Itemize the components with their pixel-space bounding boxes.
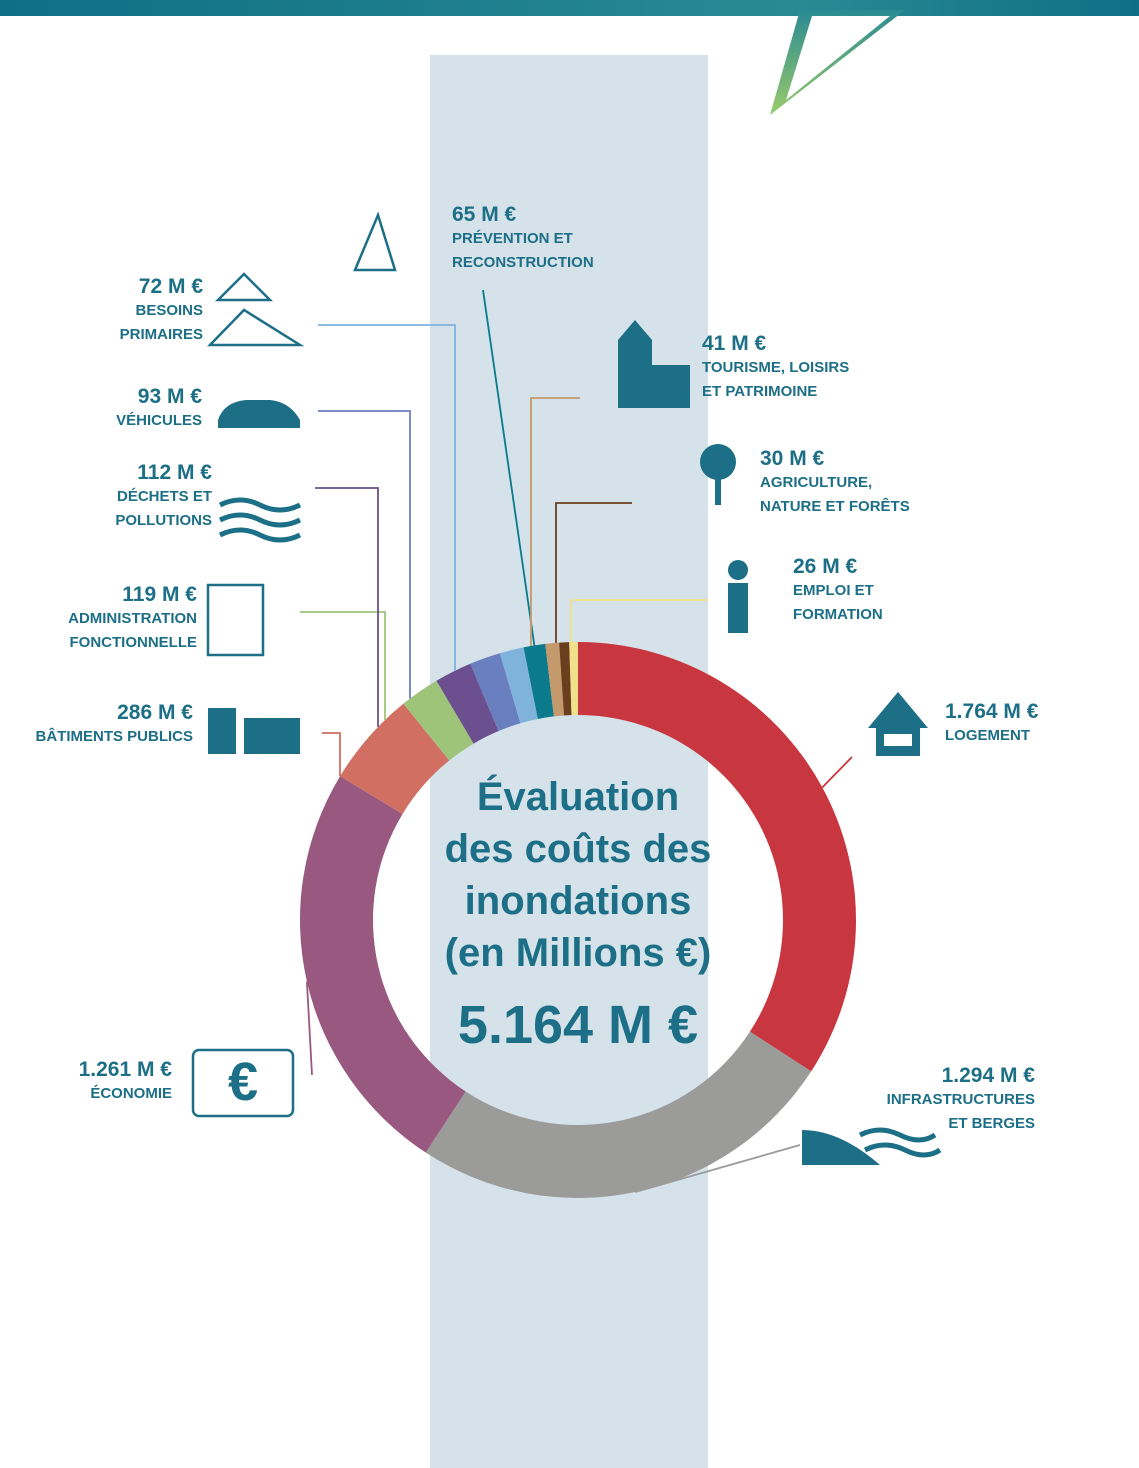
donut-segment (545, 642, 565, 717)
category-label: BÂTIMENTS PUBLICS (36, 727, 194, 745)
leader-line (821, 756, 853, 788)
leader-line (318, 410, 411, 699)
worker-body (728, 583, 748, 633)
donut-segment (436, 663, 499, 744)
header-notch (770, 10, 905, 115)
value-label: 1.764 M € (945, 700, 1039, 723)
leader-line (315, 487, 379, 727)
house-window (884, 734, 912, 746)
background-band (430, 55, 708, 1468)
value-label: 72 M € (139, 275, 204, 298)
value-label: 112 M € (137, 461, 212, 484)
category-label: EMPLOI ET FORMATION (793, 582, 883, 623)
chart-title: Évaluation des coûts des inondations (en Mi… (445, 774, 712, 975)
value-label: 65 M € (452, 203, 517, 226)
header-band (0, 0, 1139, 16)
euro-icon: € (228, 1052, 258, 1112)
category-label: ÉCONOMIE (90, 1085, 172, 1102)
donut-segment (300, 776, 466, 1153)
category-label: INFRASTRUCTURES ET BERGES (887, 1091, 1035, 1132)
leader-line (482, 289, 536, 646)
donut-segment (403, 680, 474, 761)
leader-line (300, 611, 386, 720)
category-label: TOURISME, LOISIRS ET PATRIMOINE (702, 359, 849, 400)
building-icon (208, 708, 300, 754)
church-icon (618, 320, 690, 408)
donut-segment (559, 642, 572, 716)
value-label: 286 M € (117, 701, 193, 724)
value-label: 119 M € (122, 583, 197, 606)
category-label: VÉHICULES (116, 412, 202, 429)
house-icon (868, 692, 928, 756)
donut-segment (340, 703, 450, 814)
donut-segment (425, 1031, 812, 1199)
euro-box (191, 1048, 295, 1118)
value-label: 1.294 M € (942, 1064, 1036, 1087)
worker-icon (728, 560, 748, 580)
leader-line (322, 732, 341, 777)
river-icon (858, 1127, 942, 1158)
leader-line (635, 1144, 801, 1193)
value-label: 26 M € (793, 555, 858, 578)
value-label: 1.261 M € (79, 1058, 173, 1081)
donut-segment (470, 653, 521, 732)
leader-line (318, 324, 456, 671)
category-label: PRÉVENTION ET RECONSTRUCTION (452, 230, 594, 271)
donut-segment (578, 642, 856, 1072)
total-label: 5.164 M € (458, 995, 698, 1055)
car-icon (218, 400, 300, 428)
document-icon (206, 583, 265, 657)
icons (191, 211, 942, 1165)
waves-icon (218, 497, 302, 543)
value-label: 30 M € (760, 447, 825, 470)
leader-line (555, 502, 632, 643)
header-notch-inner (786, 16, 890, 100)
value-label: 93 M € (138, 385, 203, 408)
leader-line (570, 599, 708, 643)
category-label: DÉCHETS ET POLLUTIONS (115, 488, 212, 529)
category-label: LOGEMENT (945, 727, 1030, 744)
value-label: 41 M € (702, 332, 767, 355)
donut-segment (523, 643, 554, 719)
tree-trunk (715, 475, 721, 505)
category-label: BESOINS PRIMAIRES (120, 302, 203, 343)
pyramid-icon (207, 272, 305, 347)
leader-line (530, 397, 580, 647)
category-label: ADMINISTRATION FONCTIONNELLE (68, 610, 197, 651)
embankment-icon (802, 1130, 880, 1165)
warning-icon (353, 211, 397, 272)
category-label: AGRICULTURE, NATURE ET FORÊTS (760, 474, 910, 515)
donut-segment (569, 642, 578, 716)
leader-line (306, 981, 313, 1076)
tree-icon (700, 444, 736, 480)
donut-segment (499, 647, 538, 724)
